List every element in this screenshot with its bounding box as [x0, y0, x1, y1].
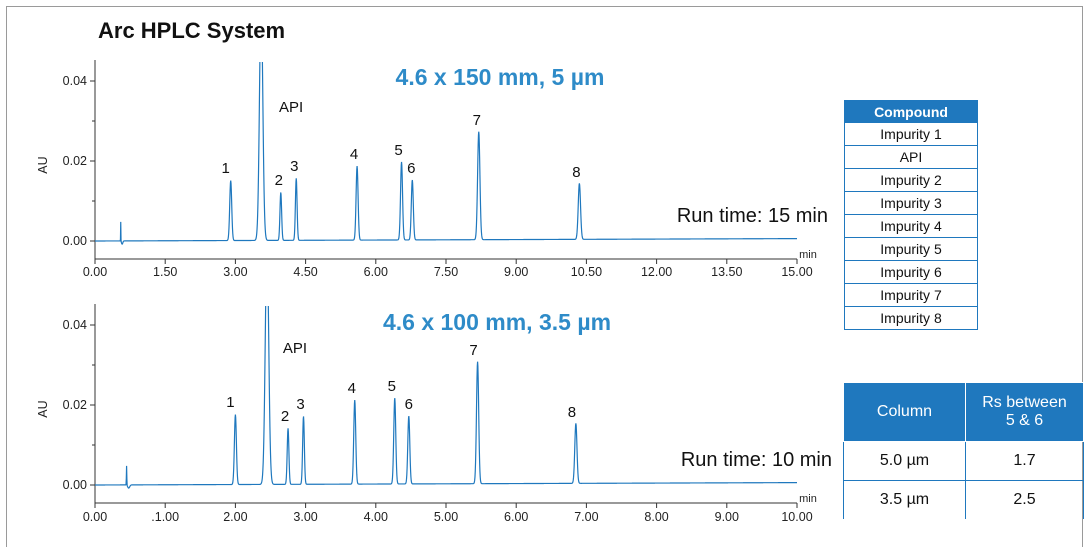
run-time-label: Run time: 15 min — [677, 205, 828, 227]
peak-label: 2 — [281, 408, 289, 425]
compound-header: Compound — [844, 100, 978, 123]
rs-header-line1: Rs between — [982, 394, 1067, 411]
compound-row: Impurity 2 — [844, 168, 978, 192]
peak-label: 1 — [222, 160, 230, 177]
x-axis-unit: min — [799, 249, 817, 261]
y-tick-label: 0.02 — [63, 154, 87, 168]
peak-label: 7 — [473, 112, 481, 129]
y-tick-label: 0.02 — [63, 398, 87, 412]
compound-row: Impurity 6 — [844, 260, 978, 284]
rs-row-value: 2.5 — [965, 480, 1084, 519]
peak-label: 4 — [348, 380, 356, 397]
rs-row-column: 5.0 µm — [843, 441, 966, 481]
rs-row-value: 1.7 — [965, 441, 1084, 481]
x-tick-label: 7.50 — [434, 265, 458, 279]
peak-label: 7 — [469, 342, 477, 359]
chromatogram-trace — [95, 306, 797, 489]
x-tick-label: 7.00 — [574, 510, 598, 524]
x-tick-label: 4.50 — [293, 265, 317, 279]
x-tick-label: 10.00 — [781, 510, 812, 524]
x-tick-label: 4.00 — [364, 510, 388, 524]
x-tick-label: 6.00 — [504, 510, 528, 524]
rs-row-column: 3.5 µm — [843, 480, 966, 519]
peak-label: 3 — [290, 158, 298, 175]
figure-title: Arc HPLC System — [98, 18, 286, 43]
run-time-label: Run time: 10 min — [681, 449, 832, 471]
y-tick-label: 0.04 — [63, 74, 87, 88]
x-tick-label: 1.50 — [153, 265, 177, 279]
rs-header-rs: Rs between 5 & 6 — [965, 382, 1084, 442]
x-tick-label: 8.00 — [644, 510, 668, 524]
x-tick-label: 15.00 — [781, 265, 812, 279]
peak-label: 3 — [296, 396, 304, 413]
rs-header-line2: 5 & 6 — [1005, 412, 1044, 429]
compound-table: Compound Impurity 1 API Impurity 2 Impur… — [844, 100, 978, 330]
x-tick-label: 12.00 — [641, 265, 672, 279]
x-tick-label: 3.00 — [293, 510, 317, 524]
compound-row: Impurity 7 — [844, 283, 978, 307]
x-tick-label: 9.00 — [504, 265, 528, 279]
chromatogram-panels: 4.6 x 150 mm, 5 µm 0.00 0.02 0.04 AU 0.00 1.50… — [36, 60, 832, 524]
y-axis-label: AU — [36, 156, 50, 173]
y-tick-label: 0.00 — [63, 478, 87, 492]
compound-row: Impurity 1 — [844, 122, 978, 146]
x-tick-label: 6.00 — [364, 265, 388, 279]
compound-row: Impurity 5 — [844, 237, 978, 261]
resolution-table: Column Rs between 5 & 6 5.0 µm 1.7 3.5 µ… — [843, 382, 1084, 519]
x-axis-unit: min — [799, 493, 817, 505]
x-tick-label: 0.00 — [83, 510, 107, 524]
figure-frame — [6, 6, 1083, 547]
peak-label: 6 — [407, 160, 415, 177]
panel-subtitle: 4.6 x 100 mm, 3.5 µm — [383, 309, 611, 335]
x-tick-label: 13.50 — [711, 265, 742, 279]
compound-row: Impurity 3 — [844, 191, 978, 215]
x-tick-label: .1.00 — [151, 510, 179, 524]
y-axis-label: AU — [36, 400, 50, 417]
peak-label: 8 — [568, 404, 576, 421]
compound-row: Impurity 4 — [844, 214, 978, 238]
peak-label: 2 — [275, 172, 283, 189]
y-tick-label: 0.04 — [63, 318, 87, 332]
panel-subtitle: 4.6 x 150 mm, 5 µm — [396, 64, 605, 90]
x-tick-label: 2.00 — [223, 510, 247, 524]
compound-row: API — [844, 145, 978, 169]
compound-row: Impurity 8 — [844, 306, 978, 330]
peak-label: 1 — [226, 394, 234, 411]
peak-label: 6 — [405, 396, 413, 413]
peak-label: 5 — [388, 378, 396, 395]
x-tick-label: 10.50 — [571, 265, 602, 279]
x-tick-label: 3.00 — [223, 265, 247, 279]
peak-label: 8 — [572, 164, 580, 181]
peak-label: API — [279, 99, 303, 116]
x-tick-label: 0.00 — [83, 265, 107, 279]
y-tick-label: 0.00 — [63, 234, 87, 248]
rs-header-column: Column — [843, 382, 966, 442]
peak-label: 4 — [350, 146, 358, 163]
peak-label: 5 — [394, 142, 402, 159]
x-tick-label: 5.00 — [434, 510, 458, 524]
x-tick-label: 9.00 — [715, 510, 739, 524]
peak-label: API — [283, 340, 307, 357]
chromatogram-trace — [95, 62, 797, 245]
